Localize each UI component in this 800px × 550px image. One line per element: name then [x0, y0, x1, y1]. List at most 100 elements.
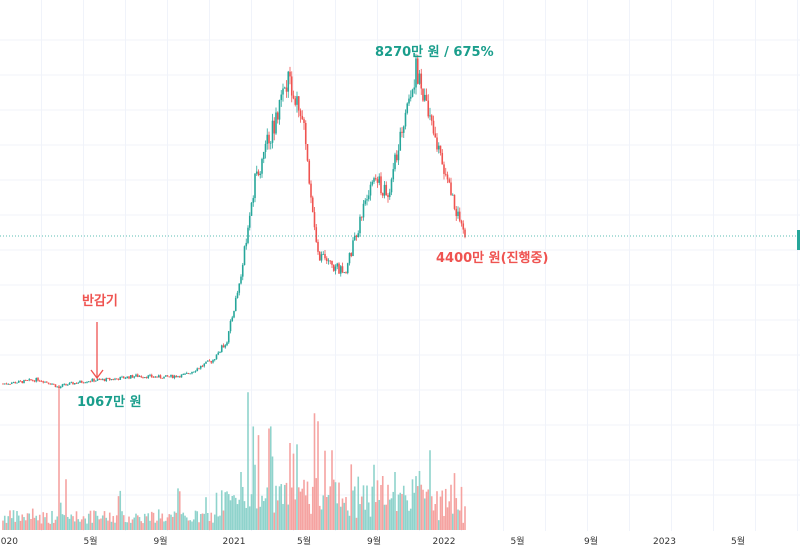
volume-bar: [420, 484, 423, 530]
volume-bar: [411, 479, 414, 530]
candle-up: [343, 272, 346, 273]
candle-up: [275, 112, 277, 134]
volume-bar: [52, 522, 55, 530]
x-tick-label: 2023: [653, 537, 676, 547]
volume-bar: [220, 490, 223, 530]
volume-bar: [91, 522, 94, 530]
candle-up: [408, 98, 410, 104]
candle-up: [373, 178, 375, 182]
candle-up: [23, 380, 25, 384]
volume-bar: [45, 512, 48, 530]
volume-bar: [345, 497, 347, 530]
volume-bar: [376, 480, 379, 530]
candle-down: [462, 223, 465, 230]
candle-down: [430, 115, 433, 121]
volume-bar: [128, 516, 130, 530]
candle-down: [166, 375, 169, 377]
volume-bar: [313, 413, 316, 530]
volume-bar: [397, 494, 400, 530]
candle-up: [266, 134, 269, 144]
volume-bar: [261, 495, 263, 530]
candle-up: [56, 386, 59, 388]
candle-up: [73, 383, 76, 385]
volume-bar: [203, 513, 206, 530]
candle-down: [117, 378, 120, 380]
volume-bar: [93, 510, 95, 530]
candle-up: [404, 112, 407, 127]
candle-up: [231, 317, 234, 322]
candle-up: [66, 384, 69, 386]
volume-bar: [7, 516, 10, 530]
candle-down: [285, 87, 288, 92]
candle-up: [402, 126, 405, 133]
candle-up: [245, 242, 248, 247]
candle-down: [311, 197, 314, 213]
candle-up: [269, 142, 272, 144]
candle-down: [30, 379, 32, 381]
volume-bar: [140, 521, 143, 530]
candle-down: [208, 360, 211, 362]
volume-bar: [303, 479, 305, 530]
halving-price-label: 1067만 원: [77, 394, 142, 410]
candle-up: [213, 359, 216, 361]
volume-bar: [271, 456, 274, 530]
candle-down: [47, 382, 50, 384]
volume-bar: [82, 516, 85, 530]
candle-down: [434, 133, 437, 138]
candle-down: [19, 380, 22, 382]
volume-bar: [180, 514, 183, 530]
volume-bar: [59, 502, 62, 530]
candle-down: [171, 374, 174, 379]
volume-bar: [80, 519, 83, 530]
candle-up: [154, 376, 157, 378]
candle-up: [185, 373, 188, 374]
candle-up: [180, 374, 183, 378]
volume-bar: [212, 522, 214, 530]
volume-bar: [322, 495, 325, 530]
candle-down: [315, 227, 318, 242]
candle-down: [38, 380, 41, 382]
volume-bar: [56, 516, 59, 530]
candle-up: [143, 377, 146, 378]
candle-up: [236, 292, 239, 298]
volume-bar: [54, 519, 57, 530]
halving-label: 반감기: [82, 293, 118, 309]
volume-bar: [399, 492, 402, 530]
volume-bar: [336, 503, 339, 530]
volume-bar: [73, 521, 76, 530]
candle-up: [429, 115, 431, 117]
volume-bar: [311, 486, 314, 530]
candle-down: [159, 375, 162, 378]
volume-bar: [327, 494, 330, 530]
candle-up: [241, 264, 244, 277]
candle-down: [299, 110, 302, 116]
volume-bar: [152, 512, 155, 530]
candle-up: [101, 378, 104, 380]
candle-down: [152, 377, 155, 378]
volume-bar: [275, 485, 277, 530]
volume-bar: [10, 518, 13, 530]
volume-bar: [285, 482, 288, 530]
volume-bar: [161, 513, 164, 530]
candle-down: [350, 253, 353, 257]
volume-bar: [240, 472, 242, 530]
candle-down: [136, 374, 139, 377]
candle-up: [252, 198, 255, 203]
volume-bar: [70, 514, 73, 530]
candle-up: [212, 360, 214, 363]
volume-bar: [191, 521, 193, 530]
candle-down: [65, 383, 67, 385]
candle-down: [175, 375, 178, 378]
candle-up: [413, 87, 416, 90]
candle-down: [98, 379, 101, 380]
volume-bar: [149, 520, 151, 530]
volume-bar: [310, 513, 312, 530]
volume-bar: [408, 510, 410, 530]
candle-down: [341, 266, 344, 273]
volume-bar: [427, 489, 430, 530]
candle-up: [226, 342, 228, 346]
candle-down: [42, 381, 45, 383]
candle-up: [336, 263, 339, 267]
volume-bar: [245, 507, 248, 530]
